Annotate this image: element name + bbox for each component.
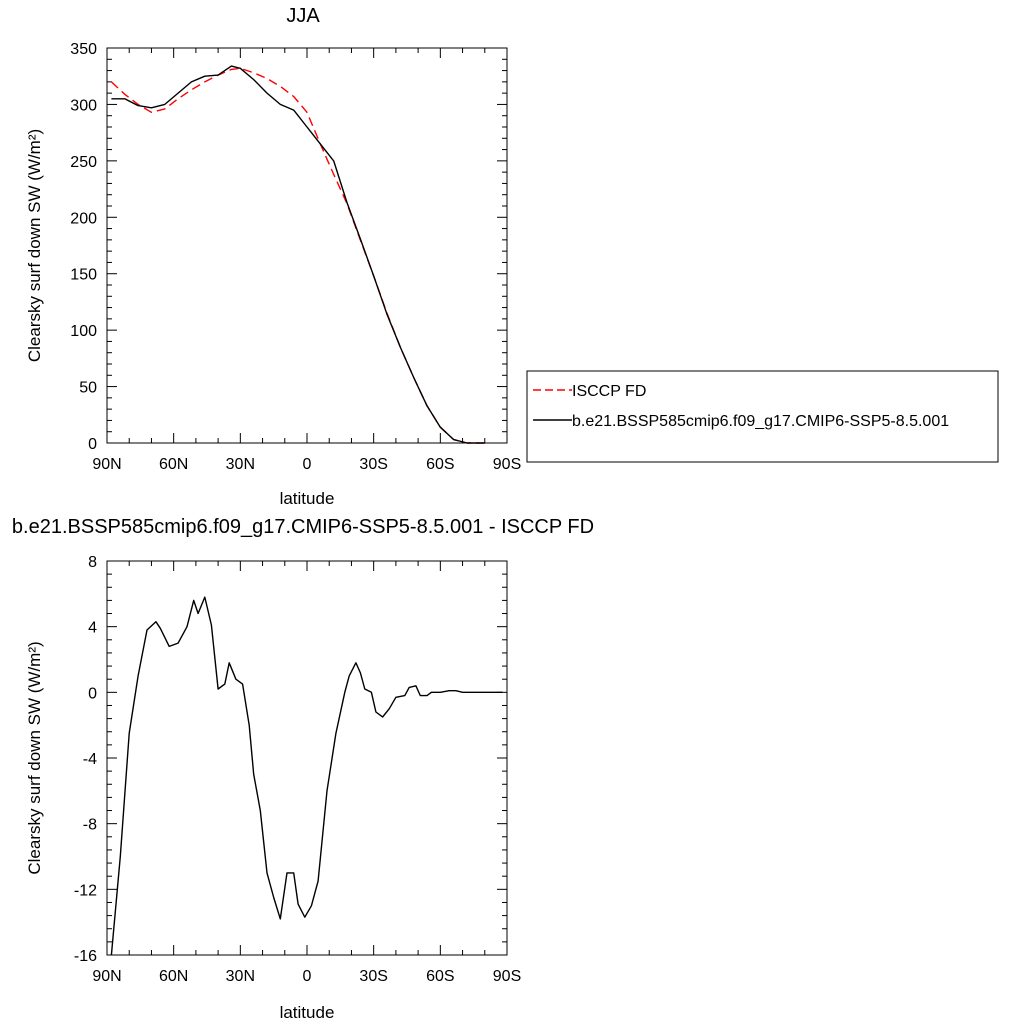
panel-zonal-mean: 90N 60N 30N 0 30S 60S 90S 0 50 100 150 200 250 300 350… — [25, 5, 521, 508]
chart-title: b.e21.BSSP585cmip6.f09_g17.CMIP6-SSP5-8.… — [12, 516, 594, 538]
x-tick-label: 60N — [159, 456, 188, 473]
x-tick-label: 90S — [493, 456, 521, 473]
x-tick-label: 30S — [359, 968, 387, 985]
plot-frame — [106, 47, 508, 444]
x-axis-label: latitude — [280, 1003, 335, 1022]
x-tick-label: 30N — [226, 968, 255, 985]
x-tick-label: 30N — [226, 456, 255, 473]
y-tick-label: 8 — [88, 554, 97, 571]
legend-entry: ISCCP FD — [572, 383, 646, 400]
y-tick-label: 4 — [88, 620, 97, 637]
legend-entry: b.e21.BSSP585cmip6.f09_g17.CMIP6-SSP5-8.… — [572, 413, 949, 430]
series-line-1 — [111, 65, 485, 444]
x-tick-label: 60S — [426, 968, 454, 985]
x-tick-label: 90N — [92, 968, 121, 985]
x-tick-label: 0 — [303, 456, 312, 473]
plot-frame — [106, 560, 508, 956]
x-tick-label: 90N — [92, 456, 121, 473]
y-tick-label: 300 — [70, 97, 97, 114]
y-tick-label: 50 — [79, 380, 97, 397]
y-tick-label: 150 — [70, 267, 97, 284]
y-tick-label: 100 — [70, 323, 97, 340]
y-axis-label: Clearsky surf down SW (W/m²) — [25, 641, 44, 874]
y-axis-label: Clearsky surf down SW (W/m²) — [25, 129, 44, 362]
y-tick-label: -12 — [74, 882, 97, 899]
panel-difference: 90N 60N 30N 0 30S 60S 90S -16 -12 -8 -4 0 4 8 b.e21.BS… — [12, 516, 594, 1022]
series-line-0 — [110, 67, 485, 444]
x-tick-label: 0 — [303, 968, 312, 985]
chart-title: JJA — [286, 5, 320, 27]
legend: ISCCP FD b.e21.BSSP585cmip6.f09_g17.CMIP6… — [526, 370, 999, 463]
y-tick-label: 0 — [88, 685, 97, 702]
x-tick-label: 60N — [159, 968, 188, 985]
y-tick-label: 350 — [70, 41, 97, 58]
series-line-0 — [110, 596, 503, 956]
y-tick-label: 250 — [70, 154, 97, 171]
y-tick-label: 200 — [70, 210, 97, 227]
x-tick-label: 60S — [426, 456, 454, 473]
y-tick-label: 0 — [88, 436, 97, 453]
x-axis-label: latitude — [280, 489, 335, 508]
legend-box — [526, 370, 999, 463]
x-tick-label: 30S — [359, 456, 387, 473]
y-tick-label: -8 — [83, 817, 97, 834]
y-tick-label: -4 — [83, 751, 97, 768]
y-tick-label: -16 — [74, 948, 97, 965]
x-tick-label: 90S — [493, 968, 521, 985]
